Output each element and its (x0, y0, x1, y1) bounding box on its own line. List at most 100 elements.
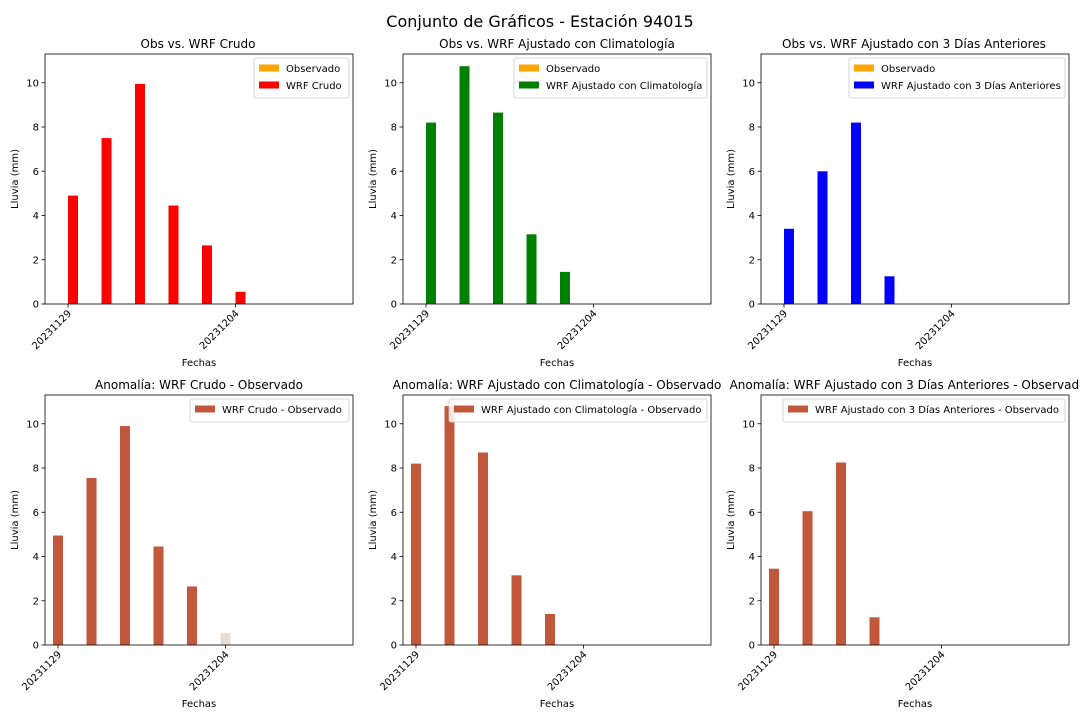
y-tick-label: 10 (384, 419, 397, 430)
y-tick-label: 4 (749, 552, 755, 563)
plot-frame (760, 53, 1070, 305)
legend-swatch (854, 64, 874, 72)
legend: Observado WRF Ajustado con Climatología (513, 57, 708, 99)
panel-title: Obs vs. WRF Crudo (141, 37, 256, 51)
bar (511, 575, 522, 645)
y-tick-label: 10 (742, 419, 755, 430)
y-tick-label: 2 (749, 255, 755, 266)
y-tick-label: 2 (391, 255, 397, 266)
bar (802, 511, 813, 645)
x-axis-label: Fechas (540, 358, 575, 369)
legend-swatch (788, 405, 808, 413)
legend-swatch (519, 64, 539, 72)
y-axis-label: Lluvia (mm) (726, 490, 737, 550)
bar (411, 463, 421, 645)
plot-frame (402, 53, 712, 305)
legend-label: WRF Ajustado con 3 Días Anteriores - Obs… (815, 404, 1059, 416)
figure-title: Conjunto de Gráficos - Estación 94015 (386, 12, 693, 31)
y-axis-label: Lluvia (mm) (726, 149, 737, 209)
legend-swatch (454, 405, 474, 413)
y-tick-label: 8 (391, 123, 397, 134)
x-axis-label: Fechas (182, 699, 217, 710)
bar (202, 245, 212, 304)
y-tick-label: 8 (749, 464, 755, 475)
bar (884, 276, 895, 304)
y-tick-label: 6 (749, 508, 755, 519)
y-tick-label: 6 (33, 167, 39, 178)
bar (68, 195, 78, 304)
bar (545, 614, 555, 645)
y-tick-label: 8 (33, 464, 39, 475)
legend-swatch (259, 64, 279, 72)
y-tick-label: 10 (26, 78, 39, 89)
y-tick-label: 0 (33, 641, 39, 652)
legend-box (848, 57, 1066, 99)
bar (135, 83, 145, 305)
y-tick-label: 4 (391, 552, 397, 563)
y-tick-label: 10 (384, 78, 397, 89)
chart-panel-5: Anomalía: WRF Ajustado con Climatología … (368, 378, 721, 710)
y-tick-label: 0 (391, 641, 397, 652)
bar (817, 171, 828, 304)
y-axis-label: Lluvia (mm) (368, 490, 379, 550)
y-tick-label: 2 (391, 596, 397, 607)
plot-frame (760, 394, 1070, 646)
legend-label: Observado (881, 64, 935, 75)
y-tick-label: 10 (742, 78, 755, 89)
y-tick-label: 4 (33, 211, 39, 222)
panel-title: Anomalía: WRF Ajustado con Climatología … (393, 378, 722, 392)
y-tick-label: 6 (749, 167, 755, 178)
y-tick-label: 4 (391, 211, 397, 222)
bar (526, 234, 537, 304)
legend-swatch (519, 81, 539, 89)
panel-title: Anomalía: WRF Ajustado con 3 Días Anteri… (730, 378, 1080, 392)
y-tick-label: 0 (749, 300, 755, 311)
legend: WRF Crudo - Observado (189, 398, 350, 423)
bar (426, 122, 436, 304)
legend-box (448, 398, 708, 423)
bar (101, 138, 112, 304)
y-tick-label: 0 (749, 641, 755, 652)
legend: Observado WRF Ajustado con 3 Días Anterio… (848, 57, 1066, 99)
bar (769, 568, 779, 645)
legend-label: Observado (546, 64, 600, 75)
y-tick-label: 8 (391, 464, 397, 475)
legend-label: WRF Crudo - Observado (222, 405, 342, 416)
y-tick-label: 6 (391, 508, 397, 519)
bar (120, 426, 130, 645)
bar (784, 228, 794, 304)
plot-frame (44, 53, 354, 305)
y-tick-label: 0 (391, 300, 397, 311)
legend: WRF Ajustado con Climatología - Observad… (448, 398, 708, 423)
panel-title: Anomalía: WRF Crudo - Observado (95, 378, 303, 392)
panel-title: Obs vs. WRF Ajustado con Climatología (439, 37, 675, 51)
x-axis-label: Fechas (182, 358, 217, 369)
legend-swatch (854, 81, 874, 89)
bar (86, 478, 97, 645)
bar (836, 462, 846, 645)
y-tick-label: 6 (33, 508, 39, 519)
bar (235, 291, 246, 304)
y-tick-label: 2 (33, 596, 39, 607)
bar (560, 271, 570, 304)
legend: Observado WRF Crudo (253, 57, 350, 99)
bar (493, 112, 503, 304)
legend-box (782, 398, 1066, 423)
bar (168, 205, 179, 304)
bar (220, 632, 231, 645)
legend-label: WRF Ajustado con Climatología (546, 80, 702, 92)
legend-label: Observado (286, 64, 340, 75)
y-axis-label: Lluvia (mm) (10, 149, 21, 209)
bar (444, 406, 455, 645)
x-axis-label: Fechas (898, 699, 933, 710)
legend-box (513, 57, 708, 99)
y-tick-label: 2 (33, 255, 39, 266)
x-axis-label: Fechas (540, 699, 575, 710)
legend-label: WRF Ajustado con 3 Días Anteriores (881, 80, 1061, 92)
y-tick-label: 4 (33, 552, 39, 563)
legend-swatch (195, 405, 215, 413)
bar (851, 122, 861, 304)
bar (478, 452, 488, 645)
